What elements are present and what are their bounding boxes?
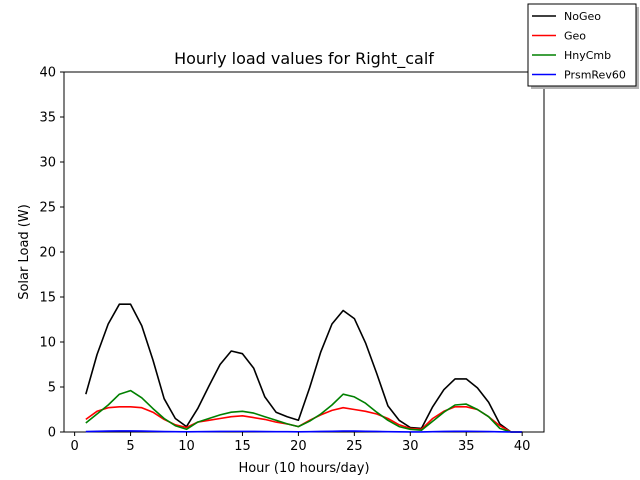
series-line-prsmrev60 <box>85 430 523 433</box>
legend: NoGeo Geo HnyCmb PrsmRev60 <box>527 3 639 89</box>
legend-entry: NoGeo <box>564 10 601 23</box>
y-tick-label: 30 <box>39 156 56 171</box>
legend-entry: PrsmRev60 <box>564 69 626 82</box>
y-tick-label: 25 <box>39 201 56 216</box>
x-tick-label: 20 <box>290 439 307 454</box>
x-axis-label: Hour (10 hours/day) <box>238 461 369 476</box>
y-axis-label: Solar Load (W) <box>17 204 32 300</box>
x-tick-label: 5 <box>126 439 134 454</box>
series-line-hnycmb <box>85 389 523 433</box>
x-tick-label: 0 <box>70 439 78 454</box>
y-tick-label: 20 <box>39 246 56 261</box>
y-tick-label: 5 <box>48 381 56 396</box>
y-tick-label: 35 <box>39 111 56 126</box>
x-tick-label: 30 <box>402 439 419 454</box>
x-tick-label: 35 <box>458 439 475 454</box>
x-tick-label: 15 <box>234 439 251 454</box>
y-tick-label: 10 <box>39 336 56 351</box>
y-tick-label: 0 <box>48 426 56 441</box>
legend-entry: HnyCmb <box>564 49 611 62</box>
x-tick-label: 25 <box>346 439 363 454</box>
legend-entry: Geo <box>564 30 586 43</box>
axes-layer: 0 5 10 15 20 25 30 35 40 0 5 10 15 20 25 30 35 40 <box>39 66 530 455</box>
x-tick-label: 40 <box>514 439 531 454</box>
series-line-nogeo <box>85 303 523 433</box>
x-tick-label: 10 <box>178 439 195 454</box>
plot-area <box>63 71 545 433</box>
y-tick-label: 40 <box>39 66 56 81</box>
y-tick-label: 15 <box>39 291 56 306</box>
chart-title: Hourly load values for Right_calf <box>174 49 434 69</box>
series-layer <box>85 303 523 433</box>
legend-box <box>527 3 637 87</box>
